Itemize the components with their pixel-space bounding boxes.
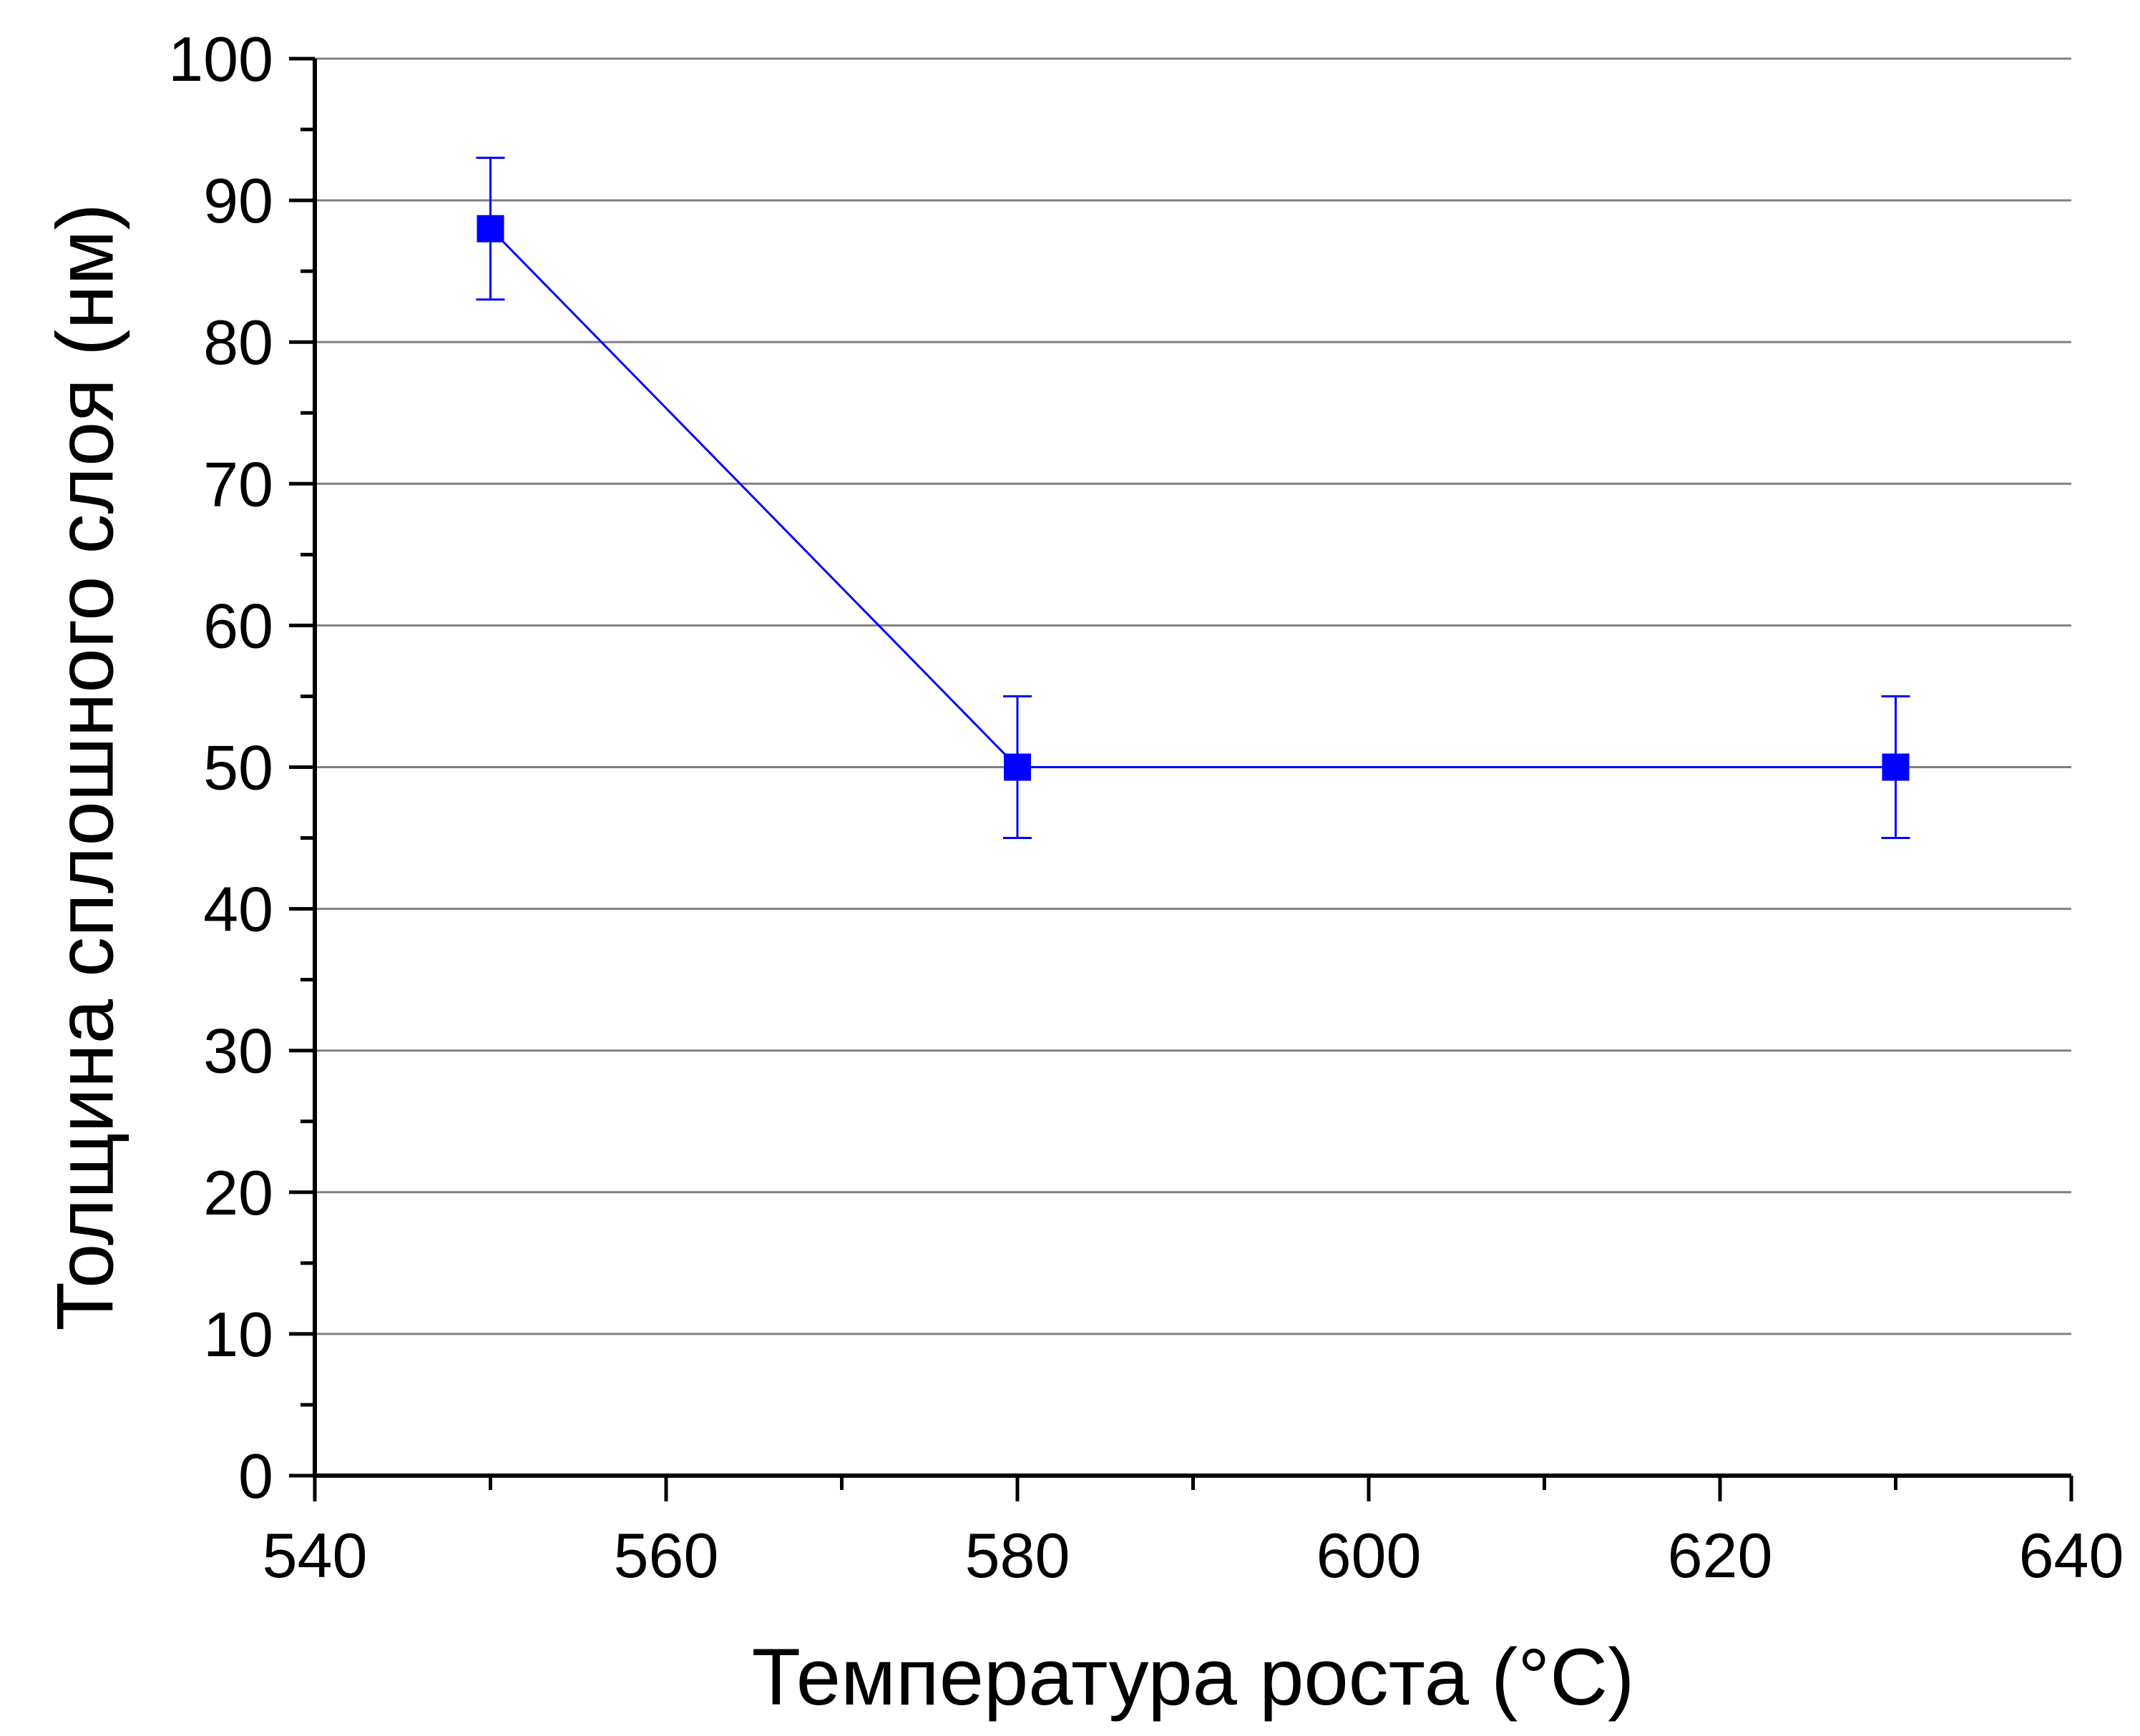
y-tick-label-70: 70 bbox=[203, 448, 273, 519]
data-point-580 bbox=[1004, 753, 1031, 781]
x-tick-label-640: 640 bbox=[2019, 1520, 2124, 1591]
x-tick-label-580: 580 bbox=[965, 1520, 1070, 1591]
y-axis-title: Толщина сплошного слоя (нм) bbox=[41, 203, 130, 1330]
grid-lines bbox=[315, 57, 2071, 1335]
series-line bbox=[489, 227, 1896, 768]
y-tick-label-30: 30 bbox=[203, 1016, 273, 1087]
y-tick-label-100: 100 bbox=[168, 24, 273, 94]
y-tick-label-20: 20 bbox=[203, 1157, 273, 1228]
y-tick-label-0: 0 bbox=[238, 1441, 273, 1511]
y-tick-label-40: 40 bbox=[203, 874, 273, 945]
y-tick-label-60: 60 bbox=[203, 590, 273, 661]
data-point-550 bbox=[477, 215, 504, 242]
y-tick-label-80: 80 bbox=[203, 307, 273, 378]
x-tick-label-560: 560 bbox=[614, 1520, 719, 1591]
axis-ticks: 0 10 20 30 40 50 60 70 80 90 100 540 560 580 600 620 640 bbox=[168, 24, 2124, 1591]
x-tick-label-620: 620 bbox=[1668, 1520, 1773, 1591]
y-tick-label-50: 50 bbox=[203, 732, 273, 803]
data-series bbox=[476, 157, 1910, 840]
y-tick-label-10: 10 bbox=[203, 1299, 273, 1370]
x-tick-label-540: 540 bbox=[263, 1520, 368, 1591]
x-axis-title: Температура роста (°C) bbox=[752, 1632, 1635, 1722]
data-point-630 bbox=[1882, 753, 1910, 781]
x-tick-label-600: 600 bbox=[1316, 1520, 1422, 1591]
y-tick-label-90: 90 bbox=[203, 165, 273, 236]
